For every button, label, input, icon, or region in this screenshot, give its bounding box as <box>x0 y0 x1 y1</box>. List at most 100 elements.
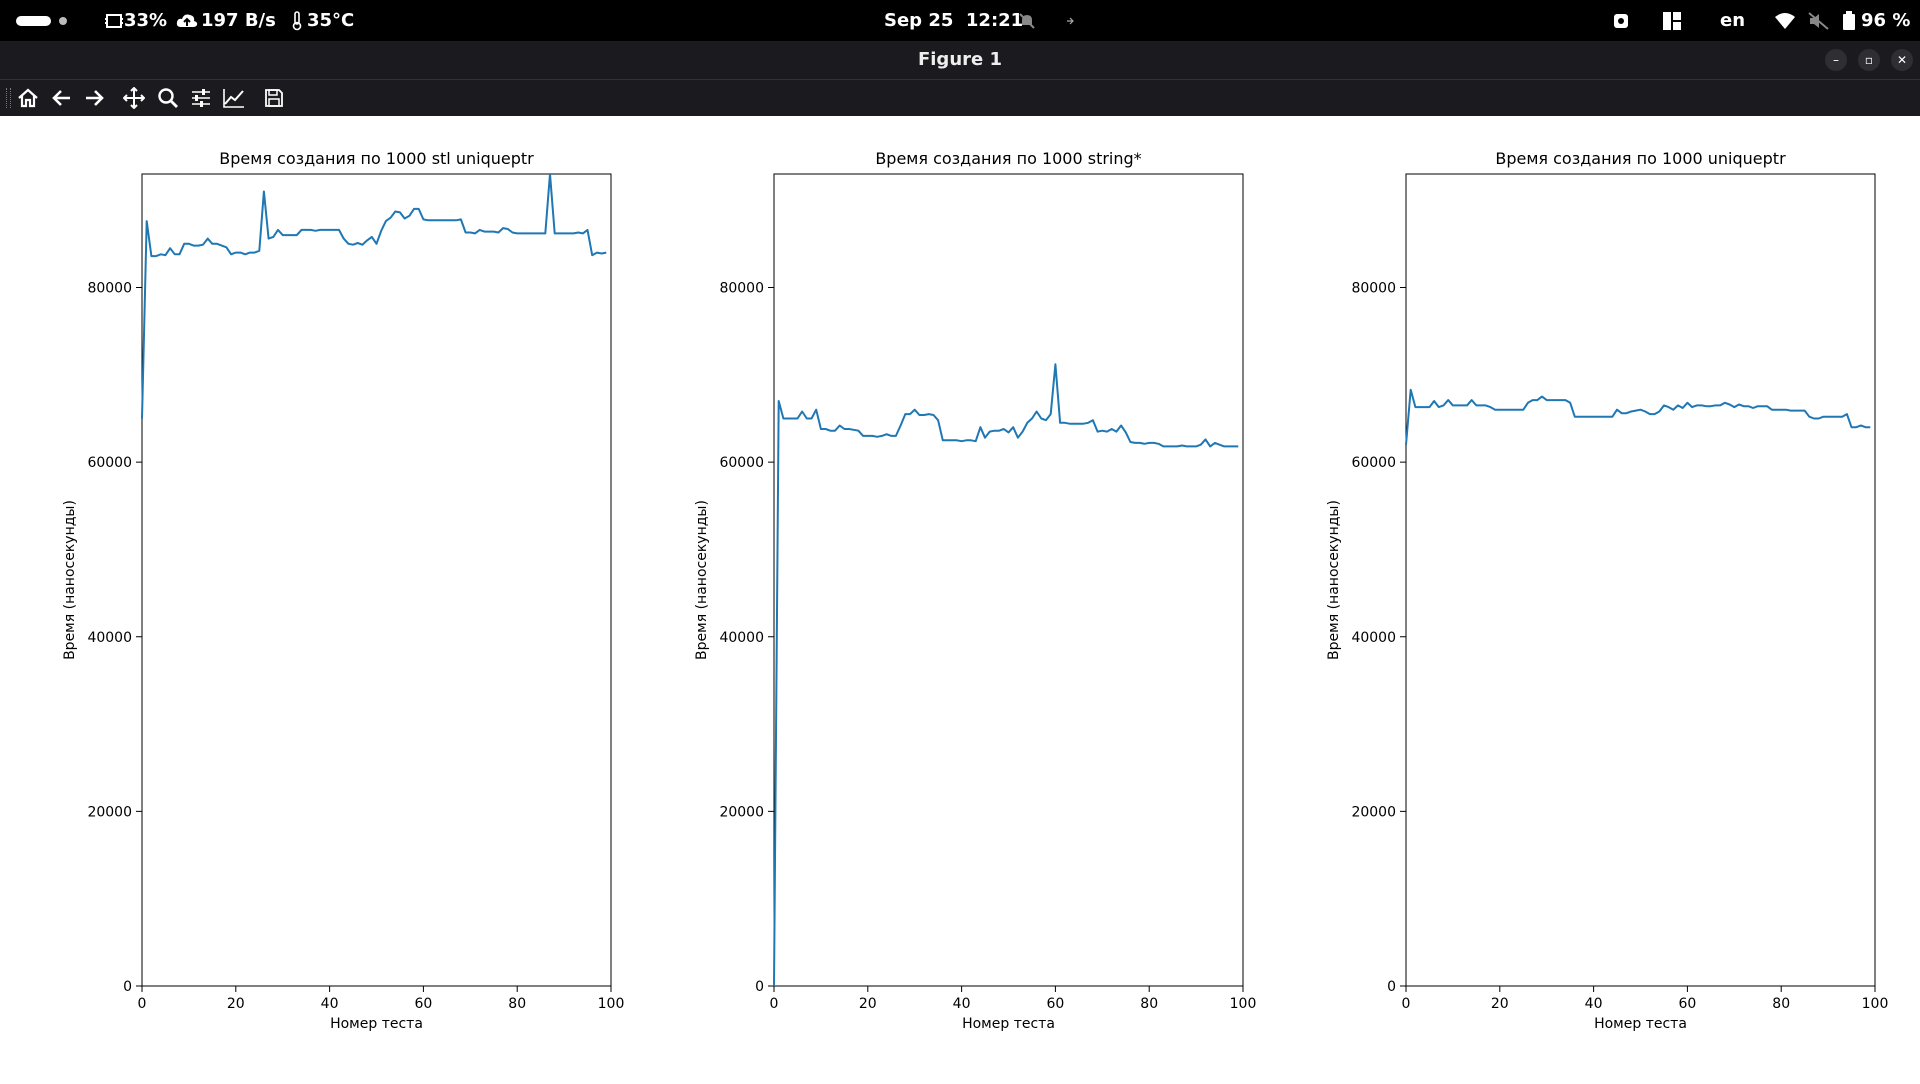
cpu-icon <box>105 13 123 28</box>
forward-icon <box>86 90 104 106</box>
workspace-pill-icon <box>16 15 51 26</box>
x-axis-label: Номер теста <box>962 1016 1055 1032</box>
x-tick-label: 20 <box>859 996 877 1012</box>
x-tick-label: 60 <box>1046 996 1064 1012</box>
edit-axis-button[interactable] <box>221 85 247 111</box>
clock[interactable]: Sep 25 12:21 <box>884 0 1023 41</box>
system-status-bar: 33% 197 B/s 35°C Sep 25 12:21 en 96 % <box>0 0 1920 41</box>
y-axis-label: Время (наносекунды) <box>62 500 78 660</box>
keyboard-layout[interactable]: en <box>1720 0 1745 41</box>
home-icon <box>18 88 38 108</box>
x-axis-label: Номер теста <box>1594 1016 1687 1032</box>
window-title: Figure 1 <box>917 49 1003 70</box>
x-tick-label: 100 <box>1862 996 1889 1012</box>
home-button[interactable] <box>15 85 41 111</box>
wifi-icon <box>1775 12 1795 29</box>
network-speed: 197 B/s <box>201 10 276 31</box>
cpu-indicator[interactable]: 33% <box>104 0 167 41</box>
close-icon: ✕ <box>1896 53 1908 67</box>
cpu-usage: 33% <box>124 10 168 31</box>
bell-off-icon <box>1019 12 1035 29</box>
y-tick-label: 20000 <box>719 804 764 820</box>
maximize-icon: ▫ <box>1864 53 1874 67</box>
x-tick-label: 40 <box>321 996 339 1012</box>
pan-button[interactable] <box>121 85 147 111</box>
x-tick-label: 80 <box>508 996 526 1012</box>
edit-axis-icon <box>223 89 244 108</box>
date-time: Sep 25 12:21 <box>884 10 1024 31</box>
activities-indicator[interactable] <box>16 0 67 41</box>
configure-subplots-icon <box>192 89 210 107</box>
y-tick-label: 80000 <box>719 281 764 297</box>
save-icon <box>265 89 283 107</box>
chart-title: Время создания по 1000 uniqueptr <box>1495 149 1786 168</box>
y-tick-label: 0 <box>1387 979 1396 995</box>
screenshot-button[interactable] <box>1612 0 1630 41</box>
window-titlebar[interactable]: Figure 1 – ▫ ✕ <box>0 41 1920 80</box>
y-tick-label: 60000 <box>1351 455 1396 471</box>
tiling-layout-icon <box>1663 11 1681 30</box>
volume-indicator[interactable] <box>1808 0 1830 41</box>
x-tick-label: 80 <box>1140 996 1158 1012</box>
x-tick-label: 20 <box>1491 996 1509 1012</box>
x-tick-label: 0 <box>1402 996 1411 1012</box>
y-tick-label: 0 <box>123 979 132 995</box>
volume-muted-icon <box>1808 11 1829 30</box>
x-tick-label: 20 <box>227 996 245 1012</box>
configure-subplots-button[interactable] <box>188 85 214 111</box>
x-tick-label: 100 <box>598 996 625 1012</box>
x-tick-label: 0 <box>138 996 147 1012</box>
small-arrow-icon <box>1067 17 1074 24</box>
close-button[interactable]: ✕ <box>1891 49 1913 71</box>
x-tick-label: 0 <box>770 996 779 1012</box>
x-axis-label: Номер теста <box>330 1016 423 1032</box>
x-tick-label: 40 <box>1585 996 1603 1012</box>
thermometer-icon <box>292 10 302 30</box>
figure-svg: Время создания по 1000 stl uniqueptr0200… <box>62 149 1889 1032</box>
layout-button[interactable] <box>1662 0 1682 41</box>
y-tick-label: 40000 <box>87 630 132 646</box>
forward-button[interactable] <box>81 85 107 111</box>
y-tick-label: 40000 <box>1351 630 1396 646</box>
battery-icon <box>1843 10 1855 30</box>
y-tick-label: 80000 <box>1351 281 1396 297</box>
notifications-muted-indicator[interactable] <box>1018 0 1036 41</box>
y-tick-label: 40000 <box>719 630 764 646</box>
toolbar-grip[interactable] <box>6 88 11 108</box>
pan-icon <box>123 87 145 109</box>
x-tick-label: 100 <box>1230 996 1257 1012</box>
axes-frame <box>1405 173 1876 987</box>
y-tick-label: 20000 <box>87 804 132 820</box>
zoom-button[interactable] <box>155 85 181 111</box>
network-indicator[interactable]: 197 B/s <box>176 0 276 41</box>
series-line <box>773 363 1239 987</box>
battery-indicator[interactable]: 96 % <box>1842 0 1910 41</box>
y-axis-label: Время (наносекунды) <box>694 500 710 660</box>
screenshot-icon <box>1614 13 1628 28</box>
series-line <box>1405 388 1871 445</box>
temperature-indicator[interactable]: 35°C <box>290 0 354 41</box>
cloud-upload-icon <box>176 14 198 27</box>
y-tick-label: 0 <box>755 979 764 995</box>
y-tick-label: 80000 <box>87 281 132 297</box>
maximize-button[interactable]: ▫ <box>1858 49 1880 71</box>
workspace-dot-icon <box>59 16 67 25</box>
chart-title: Время создания по 1000 string* <box>875 149 1141 168</box>
y-tick-label: 20000 <box>1351 804 1396 820</box>
figure-toolbar <box>0 80 1920 116</box>
x-tick-label: 40 <box>953 996 971 1012</box>
y-axis-label: Время (наносекунды) <box>1326 500 1342 660</box>
y-tick-label: 60000 <box>719 455 764 471</box>
wifi-indicator[interactable] <box>1774 0 1796 41</box>
minimize-button[interactable]: – <box>1825 49 1847 71</box>
zoom-icon <box>158 88 178 108</box>
axes-frame <box>773 173 1244 987</box>
back-icon <box>52 90 70 106</box>
small-indicator <box>1066 0 1074 41</box>
figure-canvas[interactable]: Время создания по 1000 stl uniqueptr 0 200… <box>0 116 1920 1080</box>
back-button[interactable] <box>49 85 75 111</box>
y-tick-label: 60000 <box>87 455 132 471</box>
temperature-value: 35°C <box>307 10 355 31</box>
save-button[interactable] <box>261 85 287 111</box>
x-tick-label: 80 <box>1772 996 1790 1012</box>
